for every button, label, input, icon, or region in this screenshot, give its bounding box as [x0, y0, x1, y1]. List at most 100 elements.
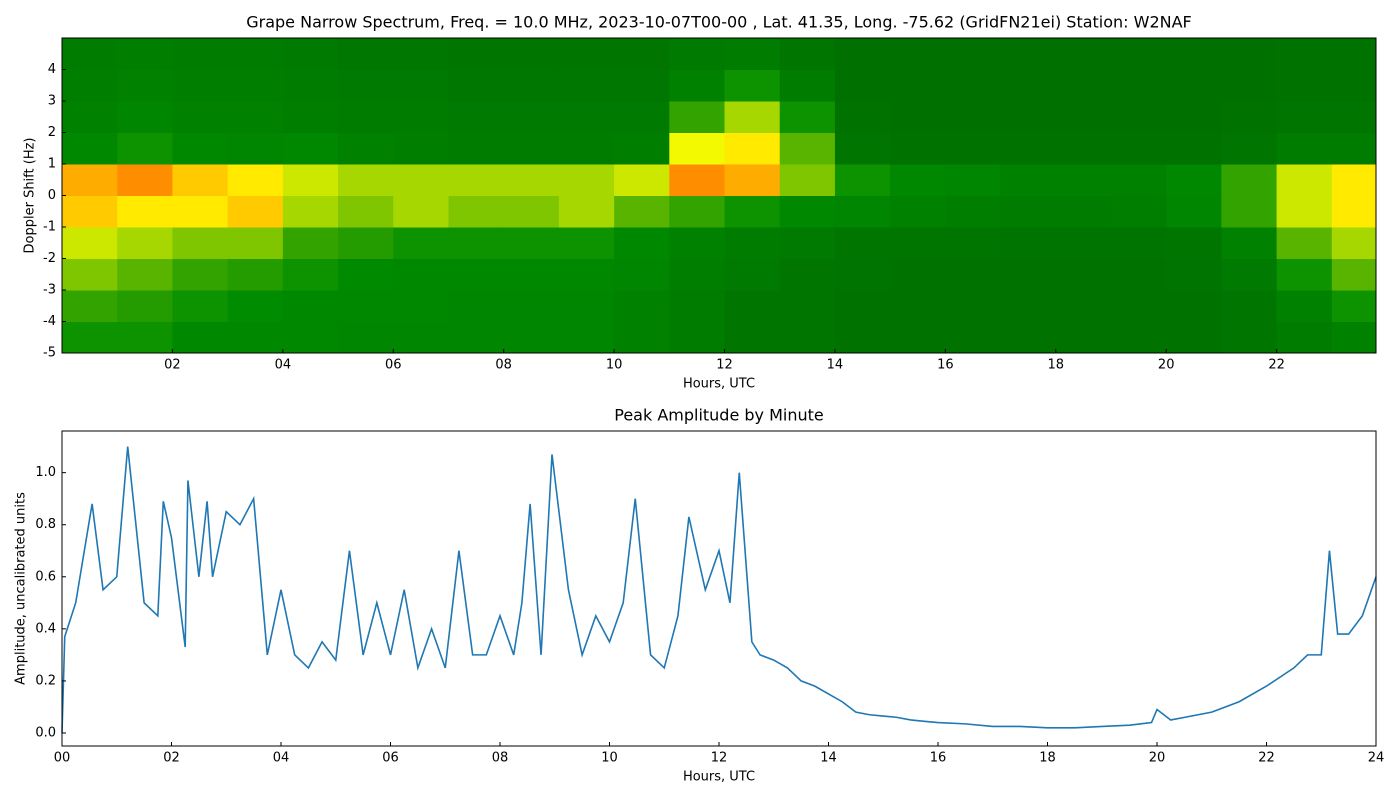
- heatmap-cell: [669, 132, 726, 165]
- heatmap-cell: [338, 195, 394, 228]
- heatmap-cell: [1331, 164, 1376, 196]
- heatmap-cell: [890, 164, 946, 196]
- heatmap-cell: [1331, 321, 1376, 353]
- heatmap-cell: [338, 321, 394, 353]
- heatmap-cell: [393, 69, 449, 102]
- heatmap-cell: [1276, 227, 1333, 259]
- x-tick-label: 20: [1149, 751, 1166, 766]
- heatmap-cell: [1166, 227, 1222, 259]
- heatmap-cell: [503, 321, 560, 353]
- heatmap-cell: [1000, 38, 1057, 70]
- heatmap-cell: [1000, 164, 1057, 196]
- heatmap-cell: [338, 132, 394, 165]
- x-tick-label: 16: [937, 358, 954, 373]
- heatmap-cell: [282, 195, 339, 228]
- x-tick-label: 20: [1158, 358, 1175, 373]
- y-tick-label: -3: [43, 283, 56, 298]
- x-tick-label: 12: [716, 358, 733, 373]
- x-tick-label: 12: [711, 751, 728, 766]
- heatmap-cell: [282, 101, 339, 133]
- heatmap-cell: [227, 38, 284, 70]
- heatmap-cell: [1166, 101, 1222, 133]
- heatmap-cell: [558, 164, 615, 196]
- heatmap-cell: [614, 290, 670, 322]
- heatmap-cell: [1000, 195, 1057, 228]
- heatmap-cell: [172, 227, 229, 259]
- heatmap-cell: [945, 290, 1002, 322]
- heatmap-cell: [945, 101, 1002, 133]
- heatmap-cell: [669, 164, 726, 196]
- x-tick-label: 02: [163, 751, 180, 766]
- heatmap-cell: [62, 69, 118, 102]
- heatmap-cell: [724, 195, 781, 228]
- heatmap-cell: [834, 290, 891, 322]
- heatmap-cell: [724, 164, 781, 196]
- heatmap-cell: [1331, 101, 1376, 133]
- heatmap-cell: [834, 164, 891, 196]
- heatmap-cell: [1276, 164, 1333, 196]
- heatmap-cell: [669, 258, 726, 291]
- heatmap-cell: [834, 258, 891, 291]
- heatmap-cell: [614, 321, 670, 353]
- heatmap-cell: [172, 258, 229, 291]
- heatmap-cell: [172, 132, 229, 165]
- heatmap-cell: [1166, 321, 1222, 353]
- heatmap-cell: [503, 132, 560, 165]
- heatmap-cell: [890, 38, 946, 70]
- heatmap-cell: [117, 258, 173, 291]
- heatmap-cell: [503, 69, 560, 102]
- heatmap-cell: [62, 101, 118, 133]
- heatmap-cell: [1331, 132, 1376, 165]
- heatmap-cell: [1055, 69, 1112, 102]
- heatmap-cell: [724, 258, 781, 291]
- heatmap-cell: [890, 258, 946, 291]
- heatmap-cell: [1000, 258, 1057, 291]
- x-tick-label: 04: [275, 358, 292, 373]
- heatmap-cell: [1221, 290, 1278, 322]
- heatmap-cell: [724, 290, 781, 322]
- heatmap-cell: [890, 321, 946, 353]
- y-tick-label: -1: [43, 220, 56, 235]
- heatmap-cell: [1166, 132, 1222, 165]
- heatmap-cell: [62, 321, 118, 353]
- heatmap-cell: [1110, 101, 1167, 133]
- heatmap-cell: [1000, 290, 1057, 322]
- heatmap-cell: [724, 227, 781, 259]
- x-tick-label: 16: [930, 751, 947, 766]
- x-tick-label: 14: [827, 358, 844, 373]
- heatmap-cell: [393, 195, 449, 228]
- heatmap-cell: [558, 195, 615, 228]
- heatmap-cell: [227, 321, 284, 353]
- heatmap-cell: [338, 38, 394, 70]
- y-tick-label: 0.6: [35, 569, 56, 584]
- heatmap-cell: [1055, 195, 1112, 228]
- heatmap-cell: [614, 38, 670, 70]
- heatmap-cell: [945, 227, 1002, 259]
- heatmap-cell: [1221, 38, 1278, 70]
- heatmap-cell: [614, 101, 670, 133]
- y-tick-label: 2: [48, 125, 56, 140]
- x-tick-label: 10: [601, 751, 618, 766]
- heatmap-cell: [1055, 227, 1112, 259]
- heatmap-cell: [1221, 227, 1278, 259]
- heatmap-cell: [779, 258, 836, 291]
- heatmap-cell: [172, 164, 229, 196]
- y-tick-label: 4: [48, 62, 56, 77]
- heatmap-cell: [779, 321, 836, 353]
- y-tick-label: 0.8: [35, 517, 56, 532]
- heatmap-cell: [1000, 227, 1057, 259]
- heatmap-cell: [393, 227, 449, 259]
- y-tick-label: -2: [43, 251, 56, 266]
- heatmap-cell: [117, 321, 173, 353]
- heatmap-cell: [172, 38, 229, 70]
- heatmap-cell: [724, 321, 781, 353]
- heatmap-cell: [558, 258, 615, 291]
- heatmap-cell: [669, 38, 726, 70]
- y-tick-label: 1.0: [35, 465, 56, 480]
- y-tick-label: 0: [48, 188, 56, 203]
- heatmap-cell: [117, 195, 173, 228]
- heatmap-cell: [558, 321, 615, 353]
- heatmap-cell: [945, 69, 1002, 102]
- heatmap-cell: [1000, 101, 1057, 133]
